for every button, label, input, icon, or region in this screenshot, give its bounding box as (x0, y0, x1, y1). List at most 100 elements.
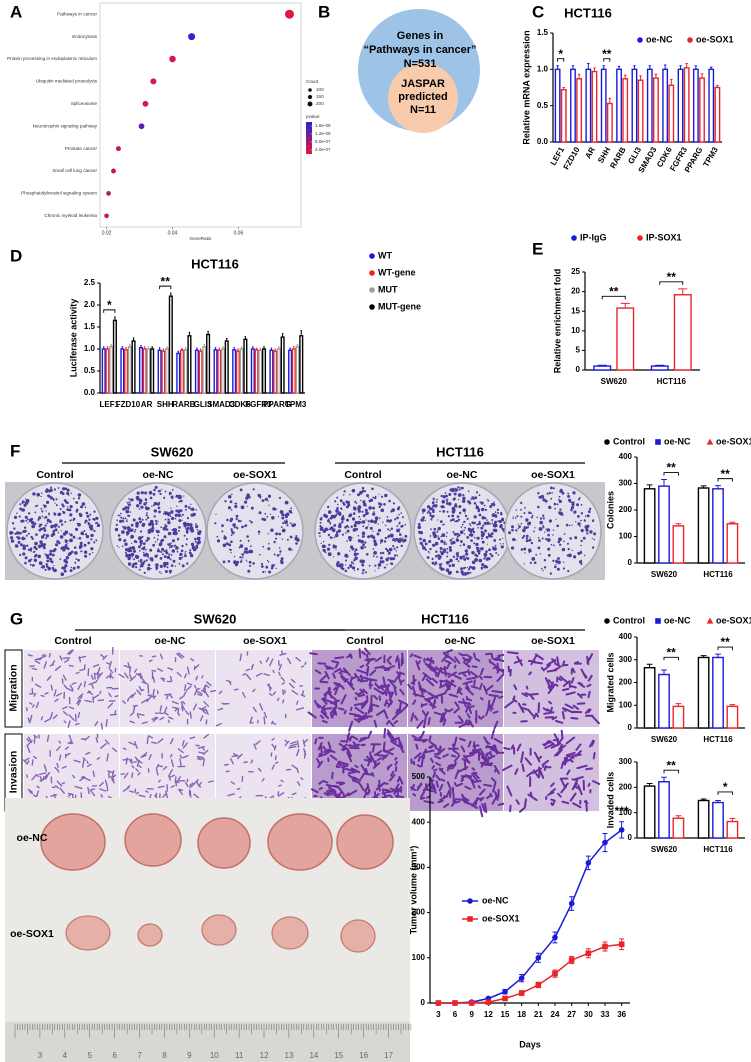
bar (179, 349, 185, 394)
error-bar (240, 346, 243, 349)
significance-label: ** (602, 47, 612, 61)
bar (616, 307, 635, 371)
bar (658, 673, 670, 729)
significance-label: ** (667, 758, 677, 772)
x-tick-label: CDK6 (229, 400, 251, 409)
ruler-ticks (14, 1024, 412, 1038)
error-bar (729, 521, 736, 524)
y-tick-label: 20 (571, 287, 580, 296)
bar (673, 294, 692, 371)
significance-label: ** (667, 645, 677, 659)
column-label: oe-NC (445, 635, 476, 647)
x-tick-label: SHH (157, 400, 174, 409)
bar (658, 485, 670, 564)
error-bar (675, 523, 682, 526)
point (602, 839, 608, 846)
panel-label: G (10, 609, 23, 628)
panel-label: F (10, 441, 20, 460)
y-tick-label: 2.0 (84, 300, 96, 309)
bar (692, 68, 699, 143)
legend-marker (604, 618, 610, 624)
point (618, 941, 625, 948)
error-bar (562, 87, 565, 90)
legend-marker (637, 235, 643, 241)
chart-title: HCT116 (191, 256, 239, 271)
legend-marker (571, 235, 577, 241)
error-bar (587, 63, 590, 70)
point (485, 999, 492, 1005)
plot-frame (99, 2, 302, 228)
bar (697, 799, 710, 839)
cells (215, 650, 307, 727)
bar (672, 705, 685, 729)
bar (194, 349, 199, 394)
x-tick-label: AR (583, 145, 597, 160)
bar (176, 352, 181, 394)
bar (112, 319, 117, 394)
group-title: SW620 (151, 444, 194, 459)
point (602, 943, 608, 950)
plate (504, 482, 602, 580)
size-key (308, 88, 312, 92)
point (518, 975, 525, 981)
legend-label: oe-NC (646, 34, 673, 44)
bar (276, 348, 281, 394)
bar (560, 88, 567, 143)
y-axis-label: Relative enrichment fold (552, 269, 562, 374)
legend-label: oe-SOX1 (696, 34, 734, 44)
y-tick-label: 0 (421, 998, 426, 1007)
significance-bracket (659, 281, 684, 285)
bar (127, 346, 132, 394)
error-bar (102, 346, 105, 349)
error-bar (700, 73, 704, 79)
error-bar (661, 669, 667, 675)
error-bar (214, 347, 217, 350)
dot (115, 146, 121, 152)
bar (672, 525, 685, 564)
legend-marker (655, 618, 661, 624)
point (618, 827, 625, 833)
bar (120, 348, 125, 394)
bar (131, 340, 136, 394)
x-tick-label: HCT116 (703, 570, 733, 579)
tumor (137, 923, 163, 947)
x-tick-label: SW620 (601, 377, 628, 386)
cells (118, 652, 218, 725)
error-bar (571, 65, 575, 70)
bar (217, 349, 222, 394)
venn-text: N=531 (404, 58, 437, 70)
y-tick-label: Neurotrophin signaling pathway (33, 123, 98, 128)
bar (668, 84, 675, 143)
bar (658, 781, 670, 839)
legend-label: 100 (316, 87, 324, 92)
dot (150, 78, 157, 85)
venn-text: JASPAR (401, 78, 445, 90)
significance-label: * (723, 780, 728, 794)
error-bar (270, 347, 273, 351)
ruler-number: 17 (384, 1051, 393, 1060)
legend-label: WT (378, 250, 392, 260)
y-axis-label: Relative mRNA expression (521, 30, 531, 144)
venn-text: Genes in (397, 30, 444, 42)
y-axis-label: Tumor volume (mm³) (408, 846, 418, 935)
legend-marker (369, 304, 375, 310)
column-label: oe-SOX1 (233, 469, 277, 481)
error-bar (121, 346, 124, 349)
dot (169, 55, 176, 63)
tumor (197, 817, 251, 869)
y-tick-label: 100 (619, 700, 633, 709)
bar (280, 336, 285, 394)
ruler-number: 5 (88, 1051, 93, 1060)
y-tick-label: 10 (571, 326, 580, 335)
ruler-number: 8 (162, 1051, 167, 1060)
legend-title: Count (306, 79, 319, 84)
point (452, 1000, 458, 1006)
error-bar (556, 65, 559, 70)
x-tick-label: 12 (484, 1010, 493, 1019)
y-tick-label: Chronic myeloid leukemia (44, 213, 97, 218)
dot (188, 33, 196, 41)
error-bar (700, 485, 707, 489)
legend-label: 200 (316, 101, 324, 106)
significance-label: ** (667, 461, 677, 475)
